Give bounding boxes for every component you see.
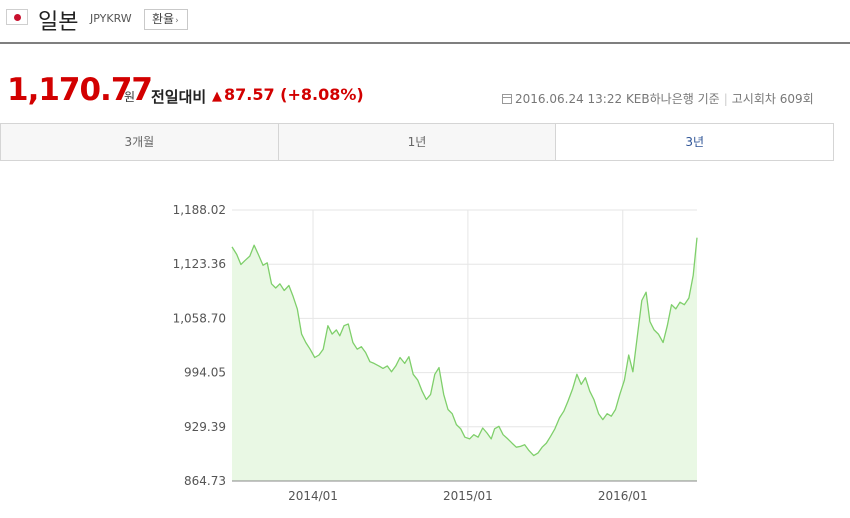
exchange-rate-button-label: 환율: [152, 12, 175, 26]
x-tick-label: 2015/01: [443, 489, 493, 503]
current-price: 1,170.77: [7, 72, 153, 108]
quote-bank: KEB하나은행 기준: [625, 92, 720, 106]
country-name: 일본: [38, 10, 79, 35]
up-triangle-icon: ▲: [212, 89, 222, 104]
exchange-rate-button[interactable]: 환율›: [144, 9, 188, 30]
calendar-icon: [502, 94, 512, 104]
quote-notice: 고시회차 609회: [731, 92, 814, 106]
y-tick-label: 1,058.70: [173, 311, 226, 325]
series-line: [231, 237, 698, 457]
y-tick-label: 994.05: [184, 366, 226, 380]
header: 일본 JPYKRW 환율›: [0, 0, 850, 44]
tab-3-months[interactable]: 3개월: [1, 124, 279, 160]
period-tabs: 3개월 1년 3년: [0, 123, 834, 161]
chevron-right-icon: ›: [175, 16, 179, 26]
compare-label: 전일대비: [151, 88, 207, 106]
y-tick-label: 1,188.02: [173, 203, 226, 217]
divider: |: [723, 92, 728, 106]
quote-meta: 2016.06.24 13:22 KEB하나은행 기준 | 고시회차 609회: [502, 90, 814, 107]
price-unit: 원: [124, 90, 136, 104]
exchange-rate-chart: 1,188.02 1,123.36 1,058.70 994.05 929.39 864.…: [173, 203, 698, 503]
x-tick-label: 2016/01: [598, 489, 648, 503]
y-tick-label: 864.73: [184, 474, 226, 488]
series-area: [232, 237, 697, 481]
japan-flag-icon: [6, 9, 28, 25]
quote-date: 2016.06.24 13:22: [515, 92, 623, 106]
currency-code: JPYKRW: [90, 12, 132, 25]
tab-1-year[interactable]: 1년: [278, 124, 557, 160]
y-tick-label: 1,123.36: [173, 257, 226, 271]
price-change-value: 87.57 (+8.08%): [224, 85, 364, 104]
tab-3-years[interactable]: 3년: [556, 124, 834, 160]
price-change: ▲ 87.57 (+8.08%): [212, 85, 364, 104]
y-tick-label: 929.39: [184, 420, 226, 434]
x-tick-label: 2014/01: [288, 489, 338, 503]
